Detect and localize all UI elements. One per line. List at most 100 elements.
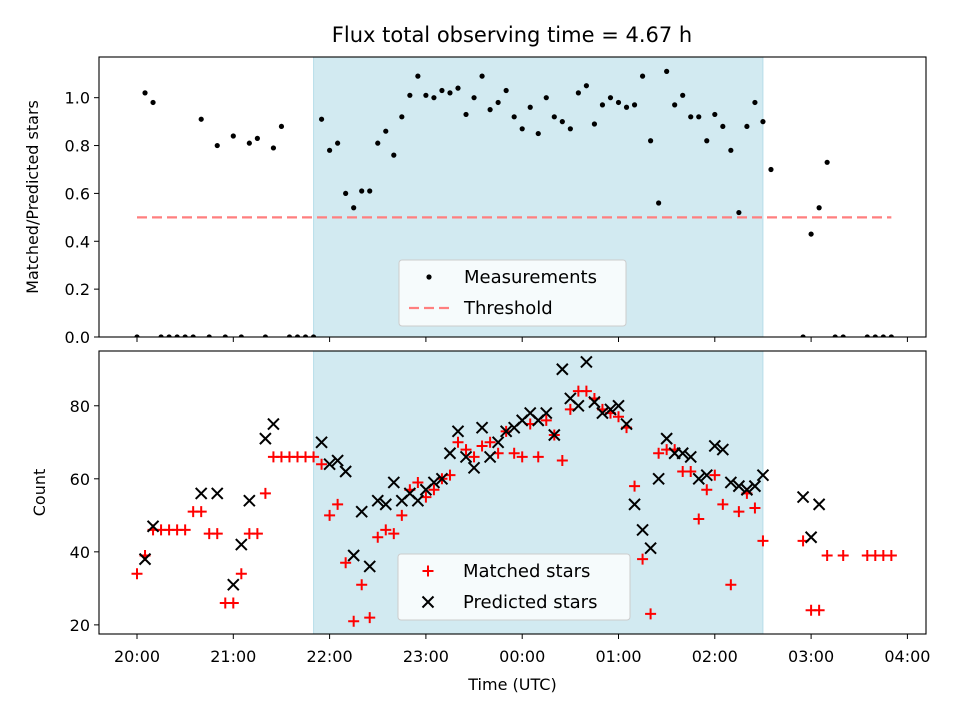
- data-point: [752, 99, 758, 106]
- x-tick-label: 22:00: [307, 647, 353, 666]
- data-point: [134, 334, 140, 337]
- data-point: [407, 92, 413, 98]
- legend-marker: [422, 565, 434, 577]
- data-point: [768, 166, 774, 173]
- data-point: [270, 145, 277, 151]
- data-point: [837, 549, 849, 561]
- data-point: [468, 451, 480, 463]
- y-tick-label: 20: [70, 616, 90, 635]
- data-point: [367, 188, 373, 194]
- data-point: [716, 443, 730, 456]
- data-point: [371, 494, 384, 507]
- data-point: [540, 406, 553, 420]
- data-point: [559, 119, 565, 125]
- data-point: [708, 439, 722, 453]
- x-tick-label: 03:00: [788, 647, 834, 666]
- data-point: [888, 334, 894, 337]
- data-point: [540, 414, 552, 426]
- data-point: [487, 107, 493, 113]
- data-point: [599, 102, 606, 108]
- data-point: [527, 104, 533, 110]
- data-point: [460, 444, 472, 456]
- y-tick-label: 0.2: [65, 280, 90, 299]
- data-point: [812, 498, 826, 511]
- data-point: [254, 135, 260, 141]
- data-point: [744, 123, 750, 130]
- data-point: [142, 90, 148, 96]
- data-point: [182, 334, 188, 337]
- data-point: [816, 205, 822, 211]
- data-point: [375, 140, 381, 146]
- data-point: [572, 399, 585, 412]
- data-point: [519, 126, 525, 132]
- data-point: [227, 597, 239, 609]
- data-point: [479, 73, 485, 79]
- data-point: [813, 604, 825, 616]
- data-point: [435, 472, 449, 486]
- data-point: [324, 509, 336, 521]
- data-point: [348, 615, 360, 627]
- data-point: [720, 123, 726, 130]
- data-point: [832, 334, 838, 337]
- data-point: [639, 73, 646, 79]
- data-point: [692, 472, 705, 486]
- data-point: [709, 469, 721, 481]
- data-point: [388, 528, 400, 540]
- data-point: [535, 130, 541, 137]
- data-point: [804, 531, 818, 544]
- data-point: [548, 428, 561, 442]
- data-point: [652, 472, 665, 486]
- data-point: [347, 549, 360, 562]
- data-point: [451, 425, 465, 438]
- data-point: [483, 450, 497, 464]
- data-point: [748, 479, 762, 493]
- data-point: [613, 411, 624, 423]
- legend-box: [397, 553, 631, 621]
- data-point: [733, 506, 745, 518]
- data-point: [623, 104, 630, 110]
- data-point: [364, 612, 376, 624]
- data-point: [310, 334, 317, 337]
- data-point: [629, 480, 641, 492]
- data-point: [131, 568, 143, 580]
- data-point: [664, 68, 670, 74]
- data-point: [335, 140, 341, 146]
- data-point: [150, 99, 156, 106]
- data-point: [575, 90, 581, 96]
- x-tick-label: 02:00: [692, 647, 738, 666]
- data-point: [339, 465, 352, 478]
- legend-label: Measurements: [464, 267, 597, 288]
- data-point: [359, 188, 365, 194]
- y-tick-label: 0.8: [65, 137, 90, 156]
- data-point: [222, 334, 228, 337]
- data-point: [459, 450, 473, 464]
- data-point: [211, 528, 223, 540]
- data-point: [880, 334, 886, 337]
- data-point: [511, 114, 517, 120]
- y-axis-label: Matched/Predicted stars: [23, 100, 42, 294]
- data-point: [235, 568, 247, 580]
- data-point: [864, 334, 870, 337]
- data-point: [411, 494, 425, 507]
- data-point: [174, 334, 180, 337]
- data-point: [740, 483, 754, 496]
- data-point: [701, 484, 713, 496]
- data-point: [146, 520, 160, 533]
- data-point: [591, 121, 598, 127]
- data-point: [286, 334, 293, 337]
- data-point: [543, 95, 549, 101]
- data-point: [327, 147, 333, 153]
- y-axis-label: Count: [30, 469, 49, 517]
- data-point: [757, 535, 769, 547]
- data-point: [491, 436, 505, 449]
- data-point: [356, 579, 368, 591]
- data-point: [351, 205, 357, 211]
- data-point: [688, 114, 694, 120]
- x-tick-label: 23:00: [403, 647, 449, 666]
- data-point: [872, 334, 878, 337]
- x-tick-label: 00:00: [499, 647, 545, 666]
- data-point: [495, 99, 501, 106]
- data-point: [760, 119, 766, 125]
- data-point: [138, 552, 152, 566]
- data-point: [387, 476, 401, 489]
